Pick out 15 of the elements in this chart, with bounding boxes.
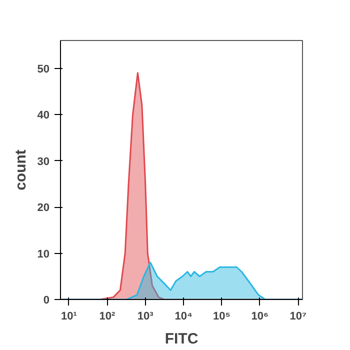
x-tick-label: 10⁴ bbox=[174, 310, 192, 322]
x-tick-label: 10⁵ bbox=[213, 310, 230, 322]
x-tick-label: 10³ bbox=[137, 310, 154, 322]
y-tick-label: 20 bbox=[37, 202, 50, 214]
x-tick-label: 10¹ bbox=[61, 310, 78, 322]
y-axis-title: count bbox=[12, 150, 30, 190]
x-tick-label: 10⁷ bbox=[290, 310, 307, 322]
y-tick-label: 50 bbox=[37, 63, 50, 76]
y-tick-label: 0 bbox=[43, 294, 50, 306]
y-tick-label: 10 bbox=[37, 248, 50, 260]
x-tick-label: 10² bbox=[99, 310, 116, 322]
x-tick-label: 10⁶ bbox=[251, 310, 269, 322]
x-axis-title: FITC bbox=[164, 330, 198, 348]
y-tick-label: 40 bbox=[37, 110, 50, 122]
y-tick-label: 30 bbox=[37, 156, 50, 168]
